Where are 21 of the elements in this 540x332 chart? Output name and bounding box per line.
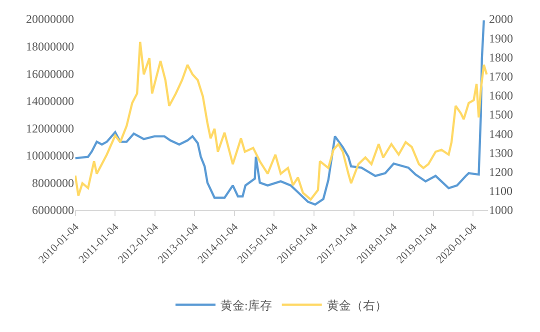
y-tick-label: 8000000 xyxy=(32,176,74,190)
y2-tick-label: 1000 xyxy=(489,203,513,218)
y-tick-label: 16000000 xyxy=(26,66,74,81)
y-tick-label: 14000000 xyxy=(26,94,74,108)
y2-tick-label: 1600 xyxy=(489,88,513,103)
y2-tick-label: 2000 xyxy=(489,12,513,26)
y-tick-label: 18000000 xyxy=(26,39,74,54)
legend-label: 黄金:库存 xyxy=(220,298,272,312)
y-tick-label: 10000000 xyxy=(26,148,74,163)
y-tick-label: 6000000 xyxy=(32,203,74,218)
y2-tick-label: 1100 xyxy=(489,184,513,198)
y2-tick-label: 1500 xyxy=(489,108,513,122)
y2-tick-label: 1400 xyxy=(489,126,513,141)
y-tick-label: 12000000 xyxy=(26,121,74,136)
legend-label: 黄金（右） xyxy=(326,298,387,312)
y2-tick-label: 1700 xyxy=(489,70,513,84)
y2-tick-label: 1900 xyxy=(489,31,513,46)
y2-tick-label: 1200 xyxy=(489,165,513,179)
y-tick-label: 20000000 xyxy=(26,12,74,26)
y2-tick-label: 1300 xyxy=(489,146,513,160)
y2-tick-label: 1800 xyxy=(489,50,513,64)
